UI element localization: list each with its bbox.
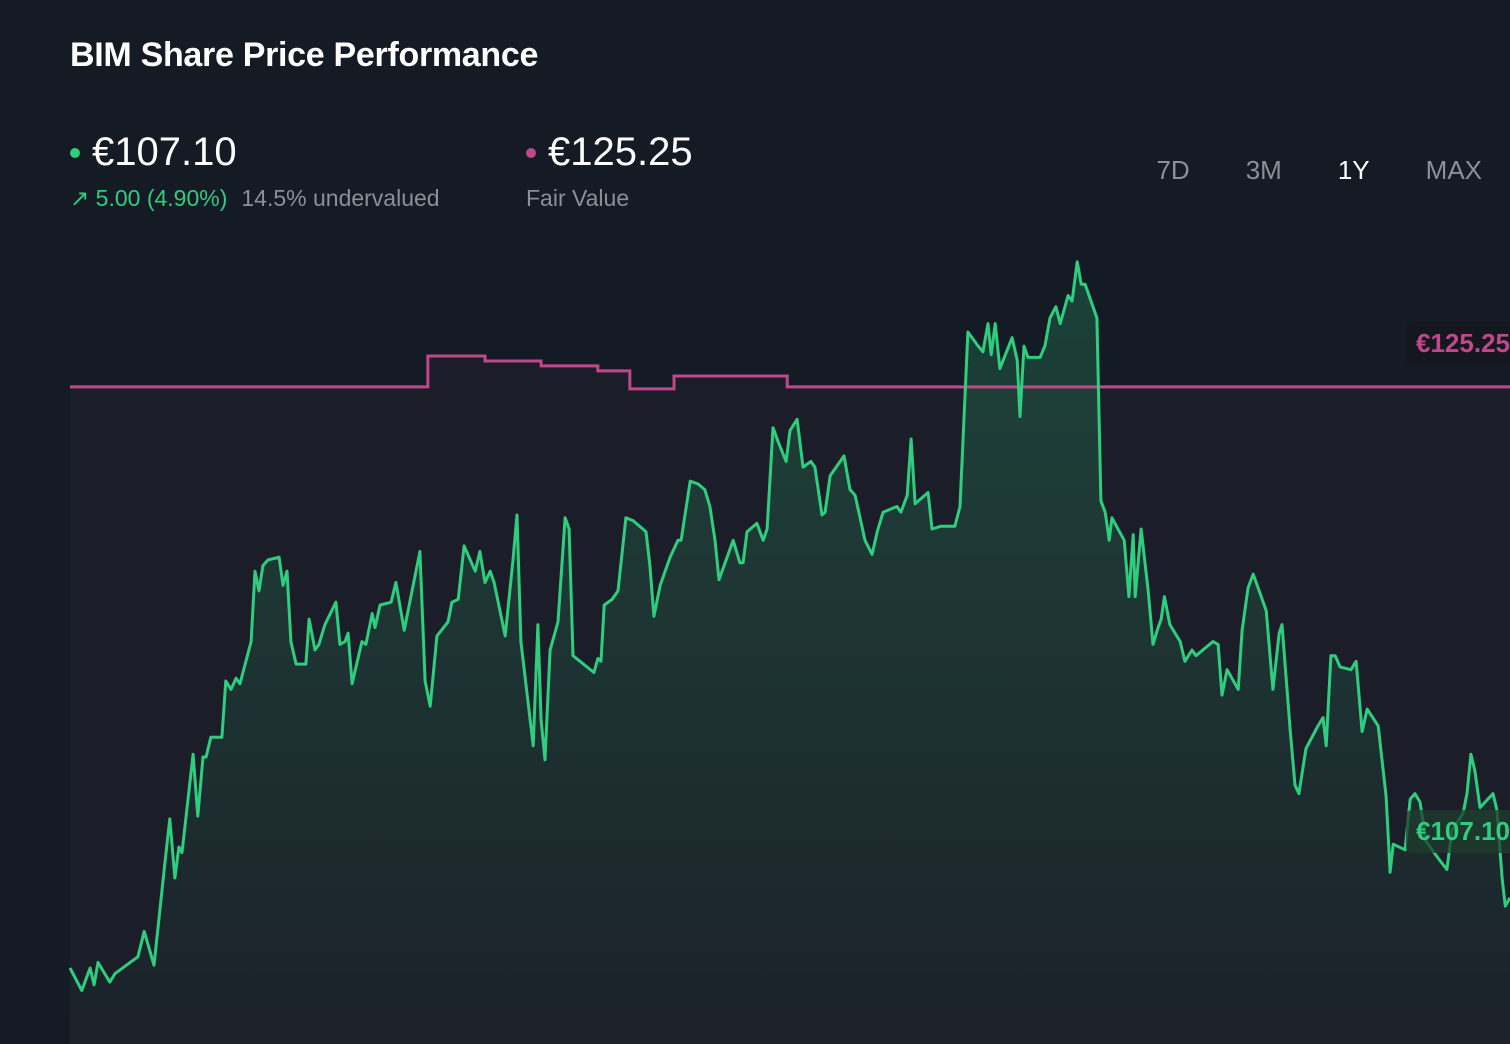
fair-value-line — [70, 354, 1510, 391]
price-line — [68, 260, 1510, 992]
fair-value-label: Fair Value — [526, 185, 630, 211]
current-price-block: €107.10 ↗ 5.00 (4.90%) 14.5% undervalued — [70, 130, 440, 212]
chart-title: BIM Share Price Performance — [70, 36, 539, 74]
fair-legend-dot — [526, 147, 536, 158]
timeframe-selector: 7D 3M 1Y MAX — [1156, 155, 1482, 186]
price-change-value: 5.00 (4.90%) — [95, 185, 228, 211]
timeframe-3m[interactable]: 3M — [1245, 155, 1282, 185]
fair-value-end-label: €125.25 — [1406, 322, 1510, 365]
timeframe-max[interactable]: MAX — [1425, 155, 1482, 185]
arrow-up-right-icon: ↗ — [70, 185, 90, 211]
timeframe-7d[interactable]: 7D — [1156, 155, 1190, 185]
price-area — [70, 261, 1510, 1044]
price-change: ↗ 5.00 (4.90%) — [70, 185, 227, 212]
fair-value-block: €125.25 Fair Value — [526, 130, 693, 212]
fair-value-price: €125.25 — [548, 130, 693, 174]
current-price: €107.10 — [92, 130, 237, 174]
valuation-text: 14.5% undervalued — [241, 185, 440, 211]
timeframe-1y[interactable]: 1Y — [1337, 155, 1370, 185]
price-legend-dot — [70, 147, 80, 158]
price-end-label: €107.10 — [1406, 810, 1510, 853]
